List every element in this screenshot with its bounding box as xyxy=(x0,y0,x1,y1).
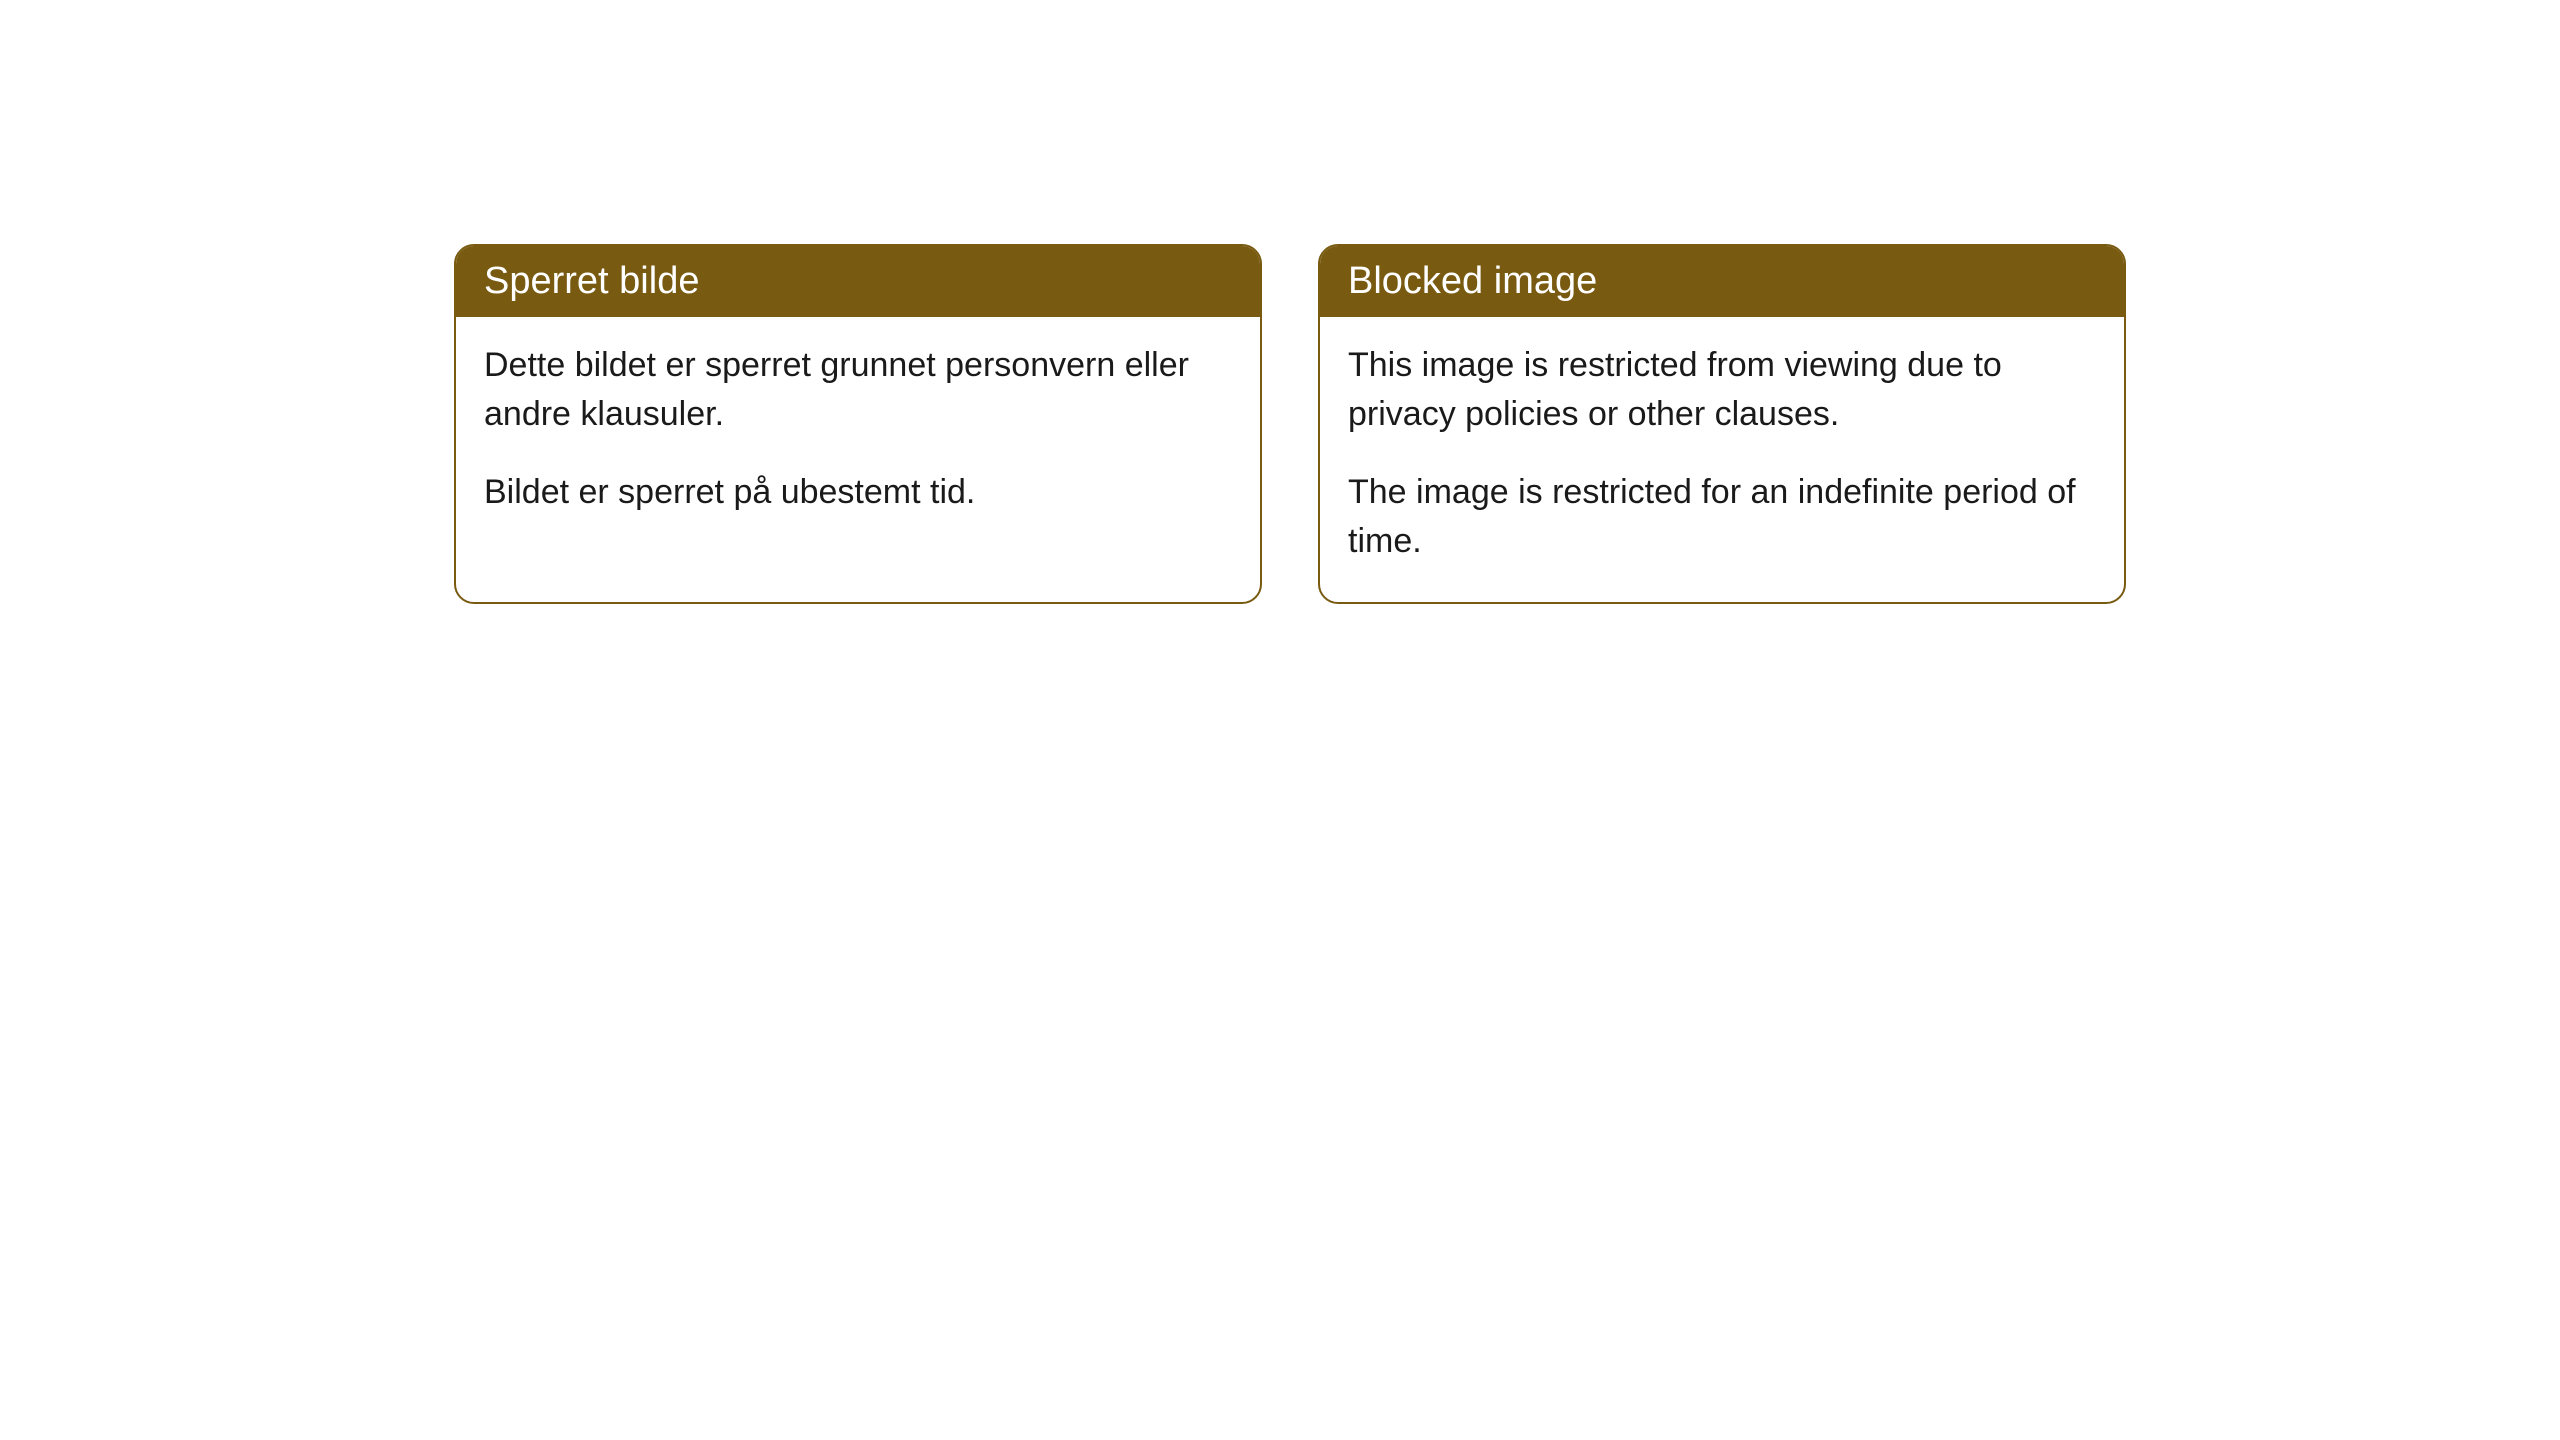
card-title: Sperret bilde xyxy=(484,260,699,302)
card-body: This image is restricted from viewing du… xyxy=(1320,317,2124,602)
card-paragraph: Bildet er sperret på ubestemt tid. xyxy=(484,468,1232,517)
card-paragraph: The image is restricted for an indefinit… xyxy=(1348,468,2096,567)
card-body: Dette bildet er sperret grunnet personve… xyxy=(456,317,1260,553)
blocked-image-card-norwegian: Sperret bilde Dette bildet er sperret gr… xyxy=(454,244,1262,604)
card-title: Blocked image xyxy=(1348,260,1597,302)
card-header: Blocked image xyxy=(1320,246,2124,317)
card-header: Sperret bilde xyxy=(456,246,1260,317)
card-paragraph: Dette bildet er sperret grunnet personve… xyxy=(484,341,1232,440)
card-paragraph: This image is restricted from viewing du… xyxy=(1348,341,2096,440)
cards-container: Sperret bilde Dette bildet er sperret gr… xyxy=(454,244,2126,604)
blocked-image-card-english: Blocked image This image is restricted f… xyxy=(1318,244,2126,604)
